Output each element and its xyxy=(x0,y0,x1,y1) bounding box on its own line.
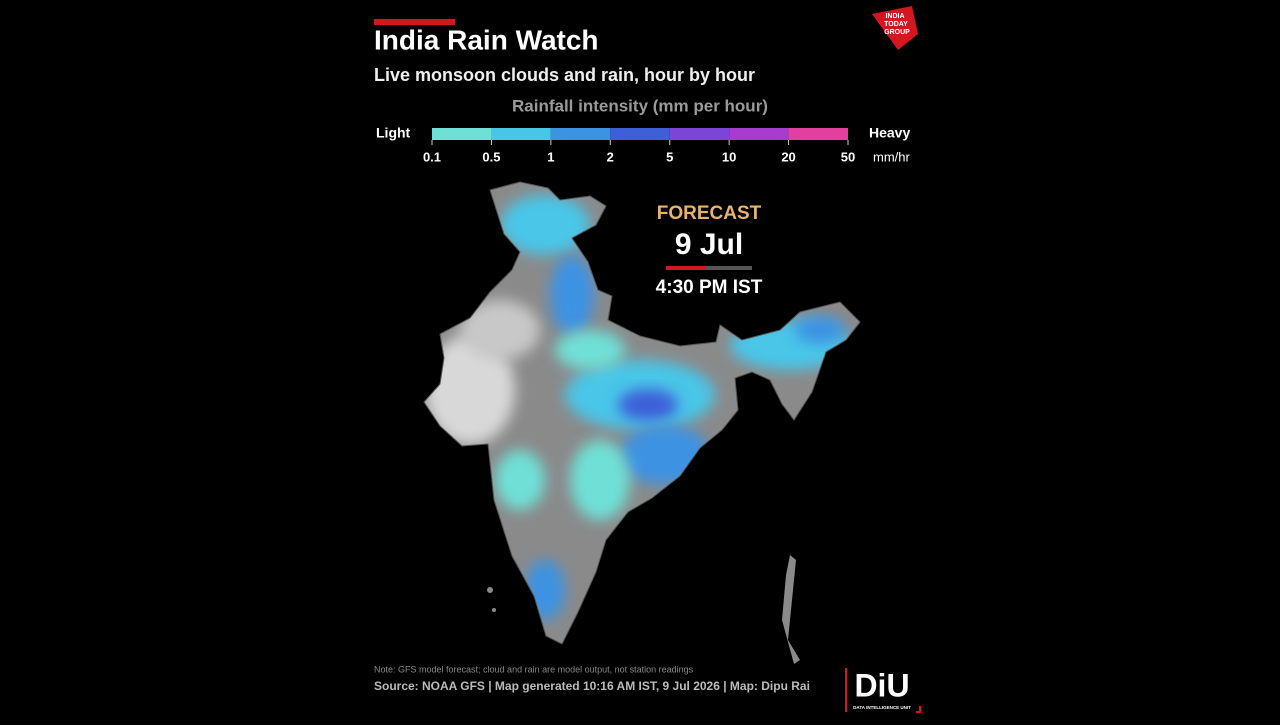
legend-tick-label: 2 xyxy=(607,149,614,164)
legend-tick-label: 0.5 xyxy=(482,149,500,164)
logo-text: INDIA xyxy=(885,13,904,20)
legend-swatch xyxy=(550,128,611,140)
forecast-time: 4:30 PM IST xyxy=(656,277,763,298)
legend-swatch xyxy=(729,128,789,140)
legend-tick-label: 5 xyxy=(666,149,673,164)
legend-title: Rainfall intensity (mm per hour) xyxy=(512,96,768,115)
legend-unit: mm/hr xyxy=(873,149,911,164)
legend-tick-label: 50 xyxy=(841,149,855,164)
title: India Rain Watch xyxy=(374,24,599,55)
progress-remaining xyxy=(706,266,752,270)
andaman-islands xyxy=(782,555,800,664)
legend-swatch xyxy=(610,128,670,140)
unit-logo: DiU DATA INTELLIGENCE UNIT xyxy=(845,667,921,713)
legend-tick-label: 0.1 xyxy=(423,149,441,164)
legend-tick-label: 1 xyxy=(547,149,554,164)
subtitle: Live monsoon clouds and rain, hour by ho… xyxy=(374,65,755,85)
unit-logo-text: DiU xyxy=(854,667,909,703)
publisher-logo: INDIA TODAY GROUP xyxy=(872,6,918,50)
forecast-date: 9 Jul xyxy=(675,228,743,261)
legend-swatch xyxy=(788,128,848,140)
forecast-label: FORECAST xyxy=(657,203,762,224)
progress-done xyxy=(666,266,706,270)
title-accent xyxy=(374,19,455,25)
unit-logo-subtext: DATA INTELLIGENCE UNIT xyxy=(853,705,911,710)
footer-source: Source: NOAA GFS | Map generated 10:16 A… xyxy=(374,679,810,693)
legend-swatch xyxy=(669,128,730,140)
legend-low: Light xyxy=(376,125,411,141)
legend: 0.1 0.5 1 2 5 10 20 50 xyxy=(423,128,855,164)
legend-swatch xyxy=(491,128,551,140)
logo-text: GROUP xyxy=(884,29,910,36)
map xyxy=(423,181,861,664)
lakshadweep xyxy=(487,587,493,593)
footer-note: Note: GFS model forecast; cloud and rain… xyxy=(374,664,694,674)
logo-text: TODAY xyxy=(884,21,908,28)
legend-tick-label: 20 xyxy=(781,149,795,164)
legend-swatch xyxy=(432,128,492,140)
legend-high: Heavy xyxy=(869,125,910,141)
legend-tick-label: 10 xyxy=(722,149,736,164)
lakshadweep xyxy=(492,608,496,612)
